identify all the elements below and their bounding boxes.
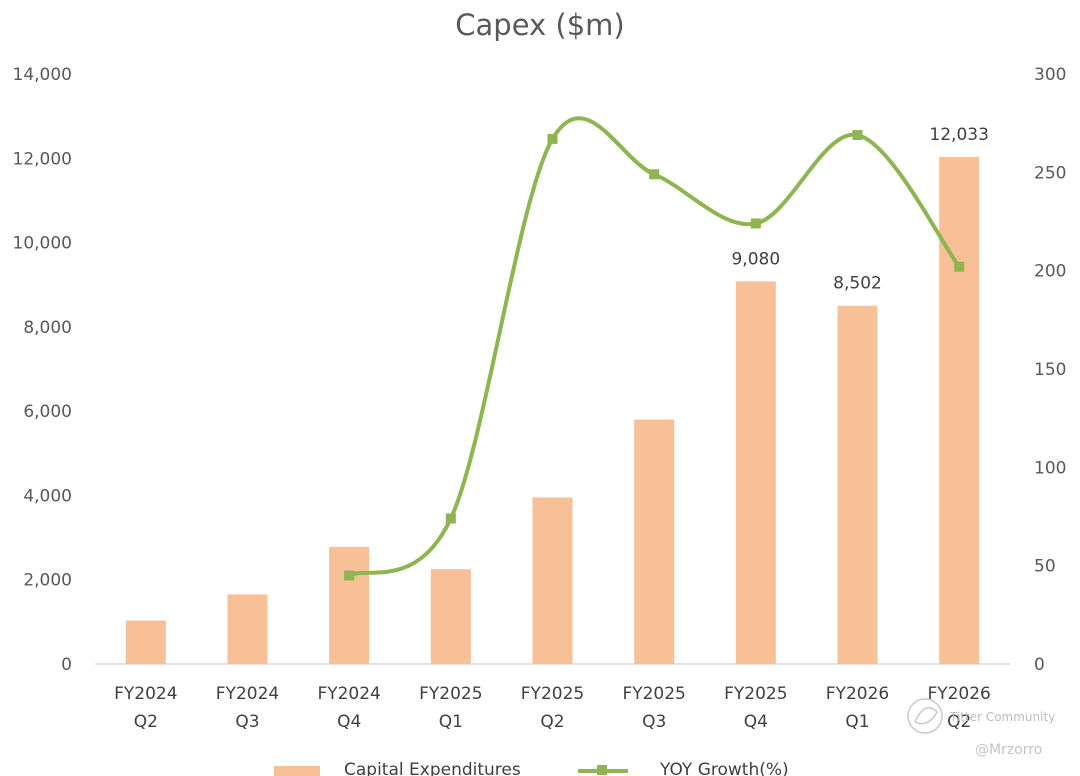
category-label: FY2025: [419, 684, 482, 704]
right-tick-label: 300: [1034, 65, 1066, 85]
yoy-marker: [445, 513, 456, 524]
category-sublabel: Q4: [337, 712, 361, 732]
left-axis: 0 2,000 4,000 6,000 8,000 10,000 12,000 14,000: [13, 65, 72, 675]
left-tick-label: 2,000: [23, 571, 72, 591]
watermark: Titter Community @Mrzorro: [907, 698, 1055, 758]
category-sublabel: Q2: [134, 712, 158, 732]
watermark-logo-swirl: [914, 707, 938, 725]
category-label: FY2025: [724, 684, 787, 704]
category-label: FY2026: [927, 684, 990, 704]
data-label: 9,080: [731, 249, 780, 269]
bar: [837, 305, 878, 664]
bar: [125, 620, 166, 664]
yoy-marker: [547, 133, 558, 144]
legend-swatch-capex: [274, 766, 320, 776]
left-tick-label: 12,000: [13, 149, 72, 169]
left-tick-label: 0: [61, 655, 72, 675]
right-tick-label: 200: [1034, 262, 1066, 282]
bar: [329, 546, 370, 664]
category-label: FY2024: [114, 684, 177, 704]
category-sublabel: Q4: [744, 712, 768, 732]
legend: Capital Expenditures YOY Growth(%): [274, 760, 789, 776]
yoy-marker: [852, 129, 863, 140]
right-tick-label: 250: [1034, 163, 1066, 183]
yoy-marker: [750, 218, 761, 229]
bar: [939, 156, 980, 664]
legend-marker-yoy: [597, 765, 607, 775]
right-tick-label: 150: [1034, 360, 1066, 380]
chart-title: Capex ($m): [455, 8, 624, 42]
legend-label-capex: Capital Expenditures: [344, 760, 521, 776]
left-tick-label: 14,000: [13, 65, 72, 85]
watermark-logo-icon: [907, 698, 943, 734]
watermark-community: Titter Community: [949, 710, 1055, 724]
category-sublabel: Q2: [540, 712, 564, 732]
legend-label-yoy: YOY Growth(%): [659, 760, 789, 776]
category-label: FY2025: [622, 684, 685, 704]
data-label: 8,502: [833, 274, 882, 294]
right-tick-label: 100: [1034, 458, 1066, 478]
right-tick-label: 50: [1034, 557, 1056, 577]
bar: [430, 569, 471, 664]
bar-series: [125, 156, 980, 664]
yoy-marker: [649, 169, 660, 180]
category-label: FY2025: [521, 684, 584, 704]
left-tick-label: 6,000: [23, 402, 72, 422]
left-tick-label: 10,000: [13, 234, 72, 254]
category-axis: FY2024 Q2 FY2024 Q3 FY2024 Q4 FY2025 Q1 FY2025 Q2…: [114, 684, 991, 732]
bar: [735, 281, 776, 664]
bar: [532, 497, 573, 664]
category-label: FY2026: [826, 684, 889, 704]
yoy-marker: [344, 570, 355, 581]
right-tick-label: 0: [1034, 655, 1045, 675]
yoy-marker: [954, 261, 965, 272]
line-series: [344, 116, 965, 581]
category-sublabel: Q2: [947, 712, 971, 732]
category-label: FY2024: [216, 684, 279, 704]
category-sublabel: Q3: [235, 712, 259, 732]
watermark-handle: @Mrzorro: [975, 742, 1042, 758]
category-sublabel: Q1: [845, 712, 869, 732]
category-sublabel: Q3: [642, 712, 666, 732]
data-labels: 9,080 8,502 12,033: [731, 125, 988, 294]
data-label: 12,033: [929, 125, 988, 145]
category-sublabel: Q1: [439, 712, 463, 732]
bar: [227, 594, 268, 664]
category-label: FY2024: [317, 684, 380, 704]
left-tick-label: 8,000: [23, 318, 72, 338]
bar: [634, 419, 675, 664]
right-axis: 0 50 100 150 200 250 300: [1034, 65, 1066, 675]
left-tick-label: 4,000: [23, 486, 72, 506]
